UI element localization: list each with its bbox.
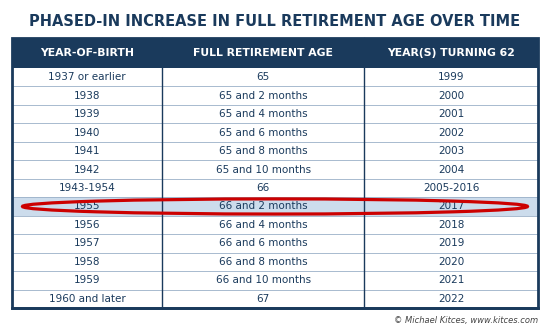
Bar <box>12 271 538 289</box>
Text: 1941: 1941 <box>74 146 100 156</box>
Bar <box>12 38 538 308</box>
Text: 1959: 1959 <box>74 275 100 285</box>
Text: 2004: 2004 <box>438 165 464 175</box>
Bar <box>12 123 538 142</box>
Text: 2000: 2000 <box>438 91 464 101</box>
Bar <box>12 234 538 253</box>
Text: 1957: 1957 <box>74 238 100 248</box>
Text: FULL RETIREMENT AGE: FULL RETIREMENT AGE <box>193 48 333 58</box>
Bar <box>12 105 538 123</box>
Bar <box>12 86 538 105</box>
Text: 66: 66 <box>256 183 270 193</box>
Text: © Michael Kitces, www.kitces.com: © Michael Kitces, www.kitces.com <box>394 315 538 324</box>
Text: 1955: 1955 <box>74 201 100 212</box>
Text: 1939: 1939 <box>74 109 100 119</box>
Text: 2019: 2019 <box>438 238 464 248</box>
Text: 2022: 2022 <box>438 294 464 304</box>
Text: 66 and 6 months: 66 and 6 months <box>219 238 307 248</box>
Text: 66 and 4 months: 66 and 4 months <box>219 220 307 230</box>
Text: YEAR-OF-BIRTH: YEAR-OF-BIRTH <box>40 48 134 58</box>
Text: PHASED-IN INCREASE IN FULL RETIREMENT AGE OVER TIME: PHASED-IN INCREASE IN FULL RETIREMENT AG… <box>30 14 520 29</box>
Text: 65 and 4 months: 65 and 4 months <box>219 109 307 119</box>
Bar <box>12 179 538 197</box>
Text: 2020: 2020 <box>438 257 464 267</box>
Text: 1943-1954: 1943-1954 <box>59 183 116 193</box>
Text: 2002: 2002 <box>438 128 464 138</box>
Text: 1942: 1942 <box>74 165 100 175</box>
Text: 2021: 2021 <box>438 275 464 285</box>
Text: 66 and 8 months: 66 and 8 months <box>219 257 307 267</box>
Text: 2001: 2001 <box>438 109 464 119</box>
Text: 65 and 6 months: 65 and 6 months <box>219 128 307 138</box>
Text: 2003: 2003 <box>438 146 464 156</box>
Bar <box>12 289 538 308</box>
Text: 66 and 2 months: 66 and 2 months <box>219 201 307 212</box>
Text: 1958: 1958 <box>74 257 100 267</box>
Text: 2018: 2018 <box>438 220 464 230</box>
Bar <box>12 38 538 68</box>
Bar <box>12 68 538 86</box>
Text: 65 and 2 months: 65 and 2 months <box>219 91 307 101</box>
Text: 1938: 1938 <box>74 91 100 101</box>
Text: 1999: 1999 <box>438 72 464 82</box>
Bar <box>12 216 538 234</box>
Bar <box>12 197 538 216</box>
Text: YEAR(S) TURNING 62: YEAR(S) TURNING 62 <box>387 48 515 58</box>
Text: 65 and 8 months: 65 and 8 months <box>219 146 307 156</box>
Text: 1960 and later: 1960 and later <box>48 294 125 304</box>
Text: 65: 65 <box>256 72 270 82</box>
Text: 1937 or earlier: 1937 or earlier <box>48 72 126 82</box>
Bar <box>12 253 538 271</box>
Text: 65 and 10 months: 65 and 10 months <box>216 165 311 175</box>
Bar <box>12 142 538 160</box>
Bar <box>12 160 538 179</box>
Text: 66 and 10 months: 66 and 10 months <box>216 275 311 285</box>
Text: 2005-2016: 2005-2016 <box>423 183 480 193</box>
Text: 1956: 1956 <box>74 220 100 230</box>
Text: 1940: 1940 <box>74 128 100 138</box>
Text: 67: 67 <box>256 294 270 304</box>
Text: 2017: 2017 <box>438 201 464 212</box>
